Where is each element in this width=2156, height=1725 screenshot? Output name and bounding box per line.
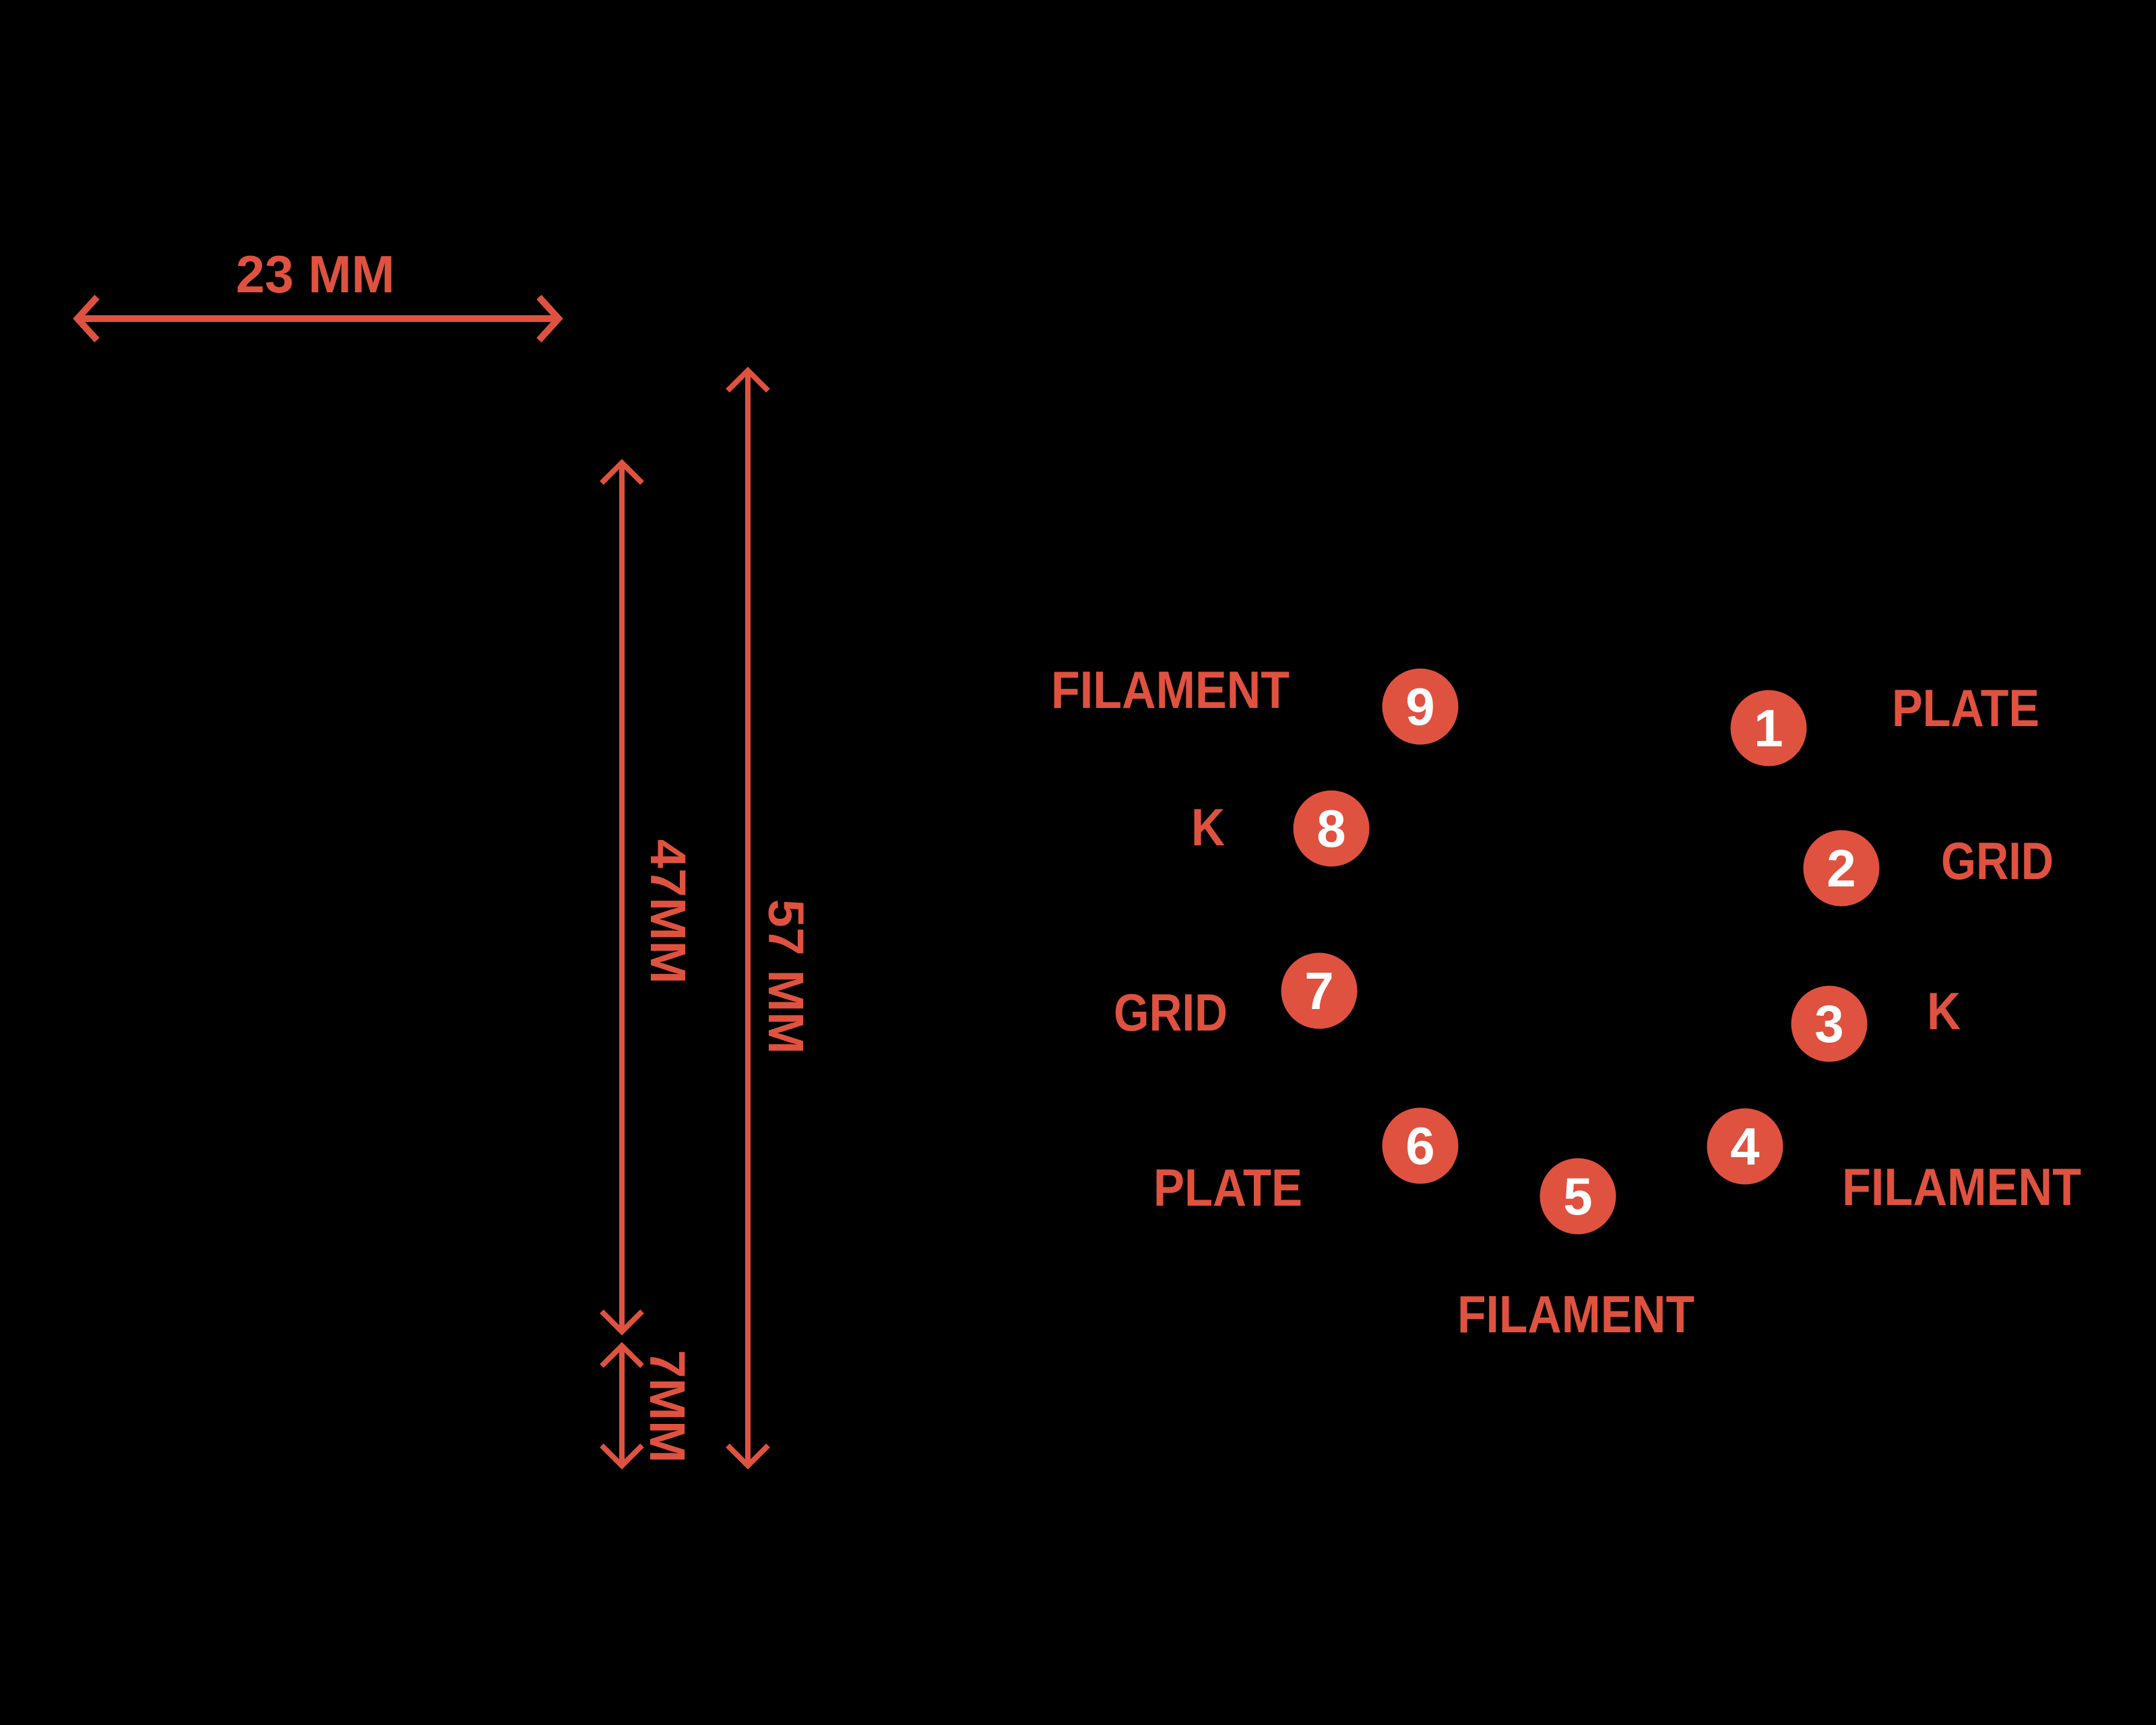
svg-text:FILAMENT: FILAMENT [1457, 1284, 1694, 1344]
svg-text:9: 9 [1405, 677, 1434, 736]
svg-text:23 MM: 23 MM [236, 245, 395, 304]
svg-text:4: 4 [1730, 1117, 1759, 1176]
svg-text:K: K [1927, 981, 1961, 1041]
svg-text:2: 2 [1827, 839, 1856, 898]
svg-text:K: K [1191, 798, 1225, 857]
svg-text:7MM: 7MM [639, 1350, 695, 1463]
svg-text:FILAMENT: FILAMENT [1842, 1157, 2081, 1216]
svg-text:47MM: 47MM [640, 839, 696, 984]
svg-text:PLATE: PLATE [1892, 678, 2039, 738]
svg-text:1: 1 [1754, 698, 1783, 758]
svg-text:GRID: GRID [1114, 983, 1228, 1042]
svg-text:6: 6 [1405, 1116, 1434, 1175]
svg-text:GRID: GRID [1941, 831, 2054, 890]
svg-text:PLATE: PLATE [1153, 1158, 1302, 1217]
svg-text:57 MM: 57 MM [758, 899, 814, 1054]
svg-text:FILAMENT: FILAMENT [1051, 660, 1290, 719]
svg-text:8: 8 [1317, 799, 1345, 858]
svg-text:7: 7 [1304, 961, 1333, 1020]
svg-text:5: 5 [1563, 1167, 1592, 1226]
svg-text:3: 3 [1814, 994, 1843, 1053]
